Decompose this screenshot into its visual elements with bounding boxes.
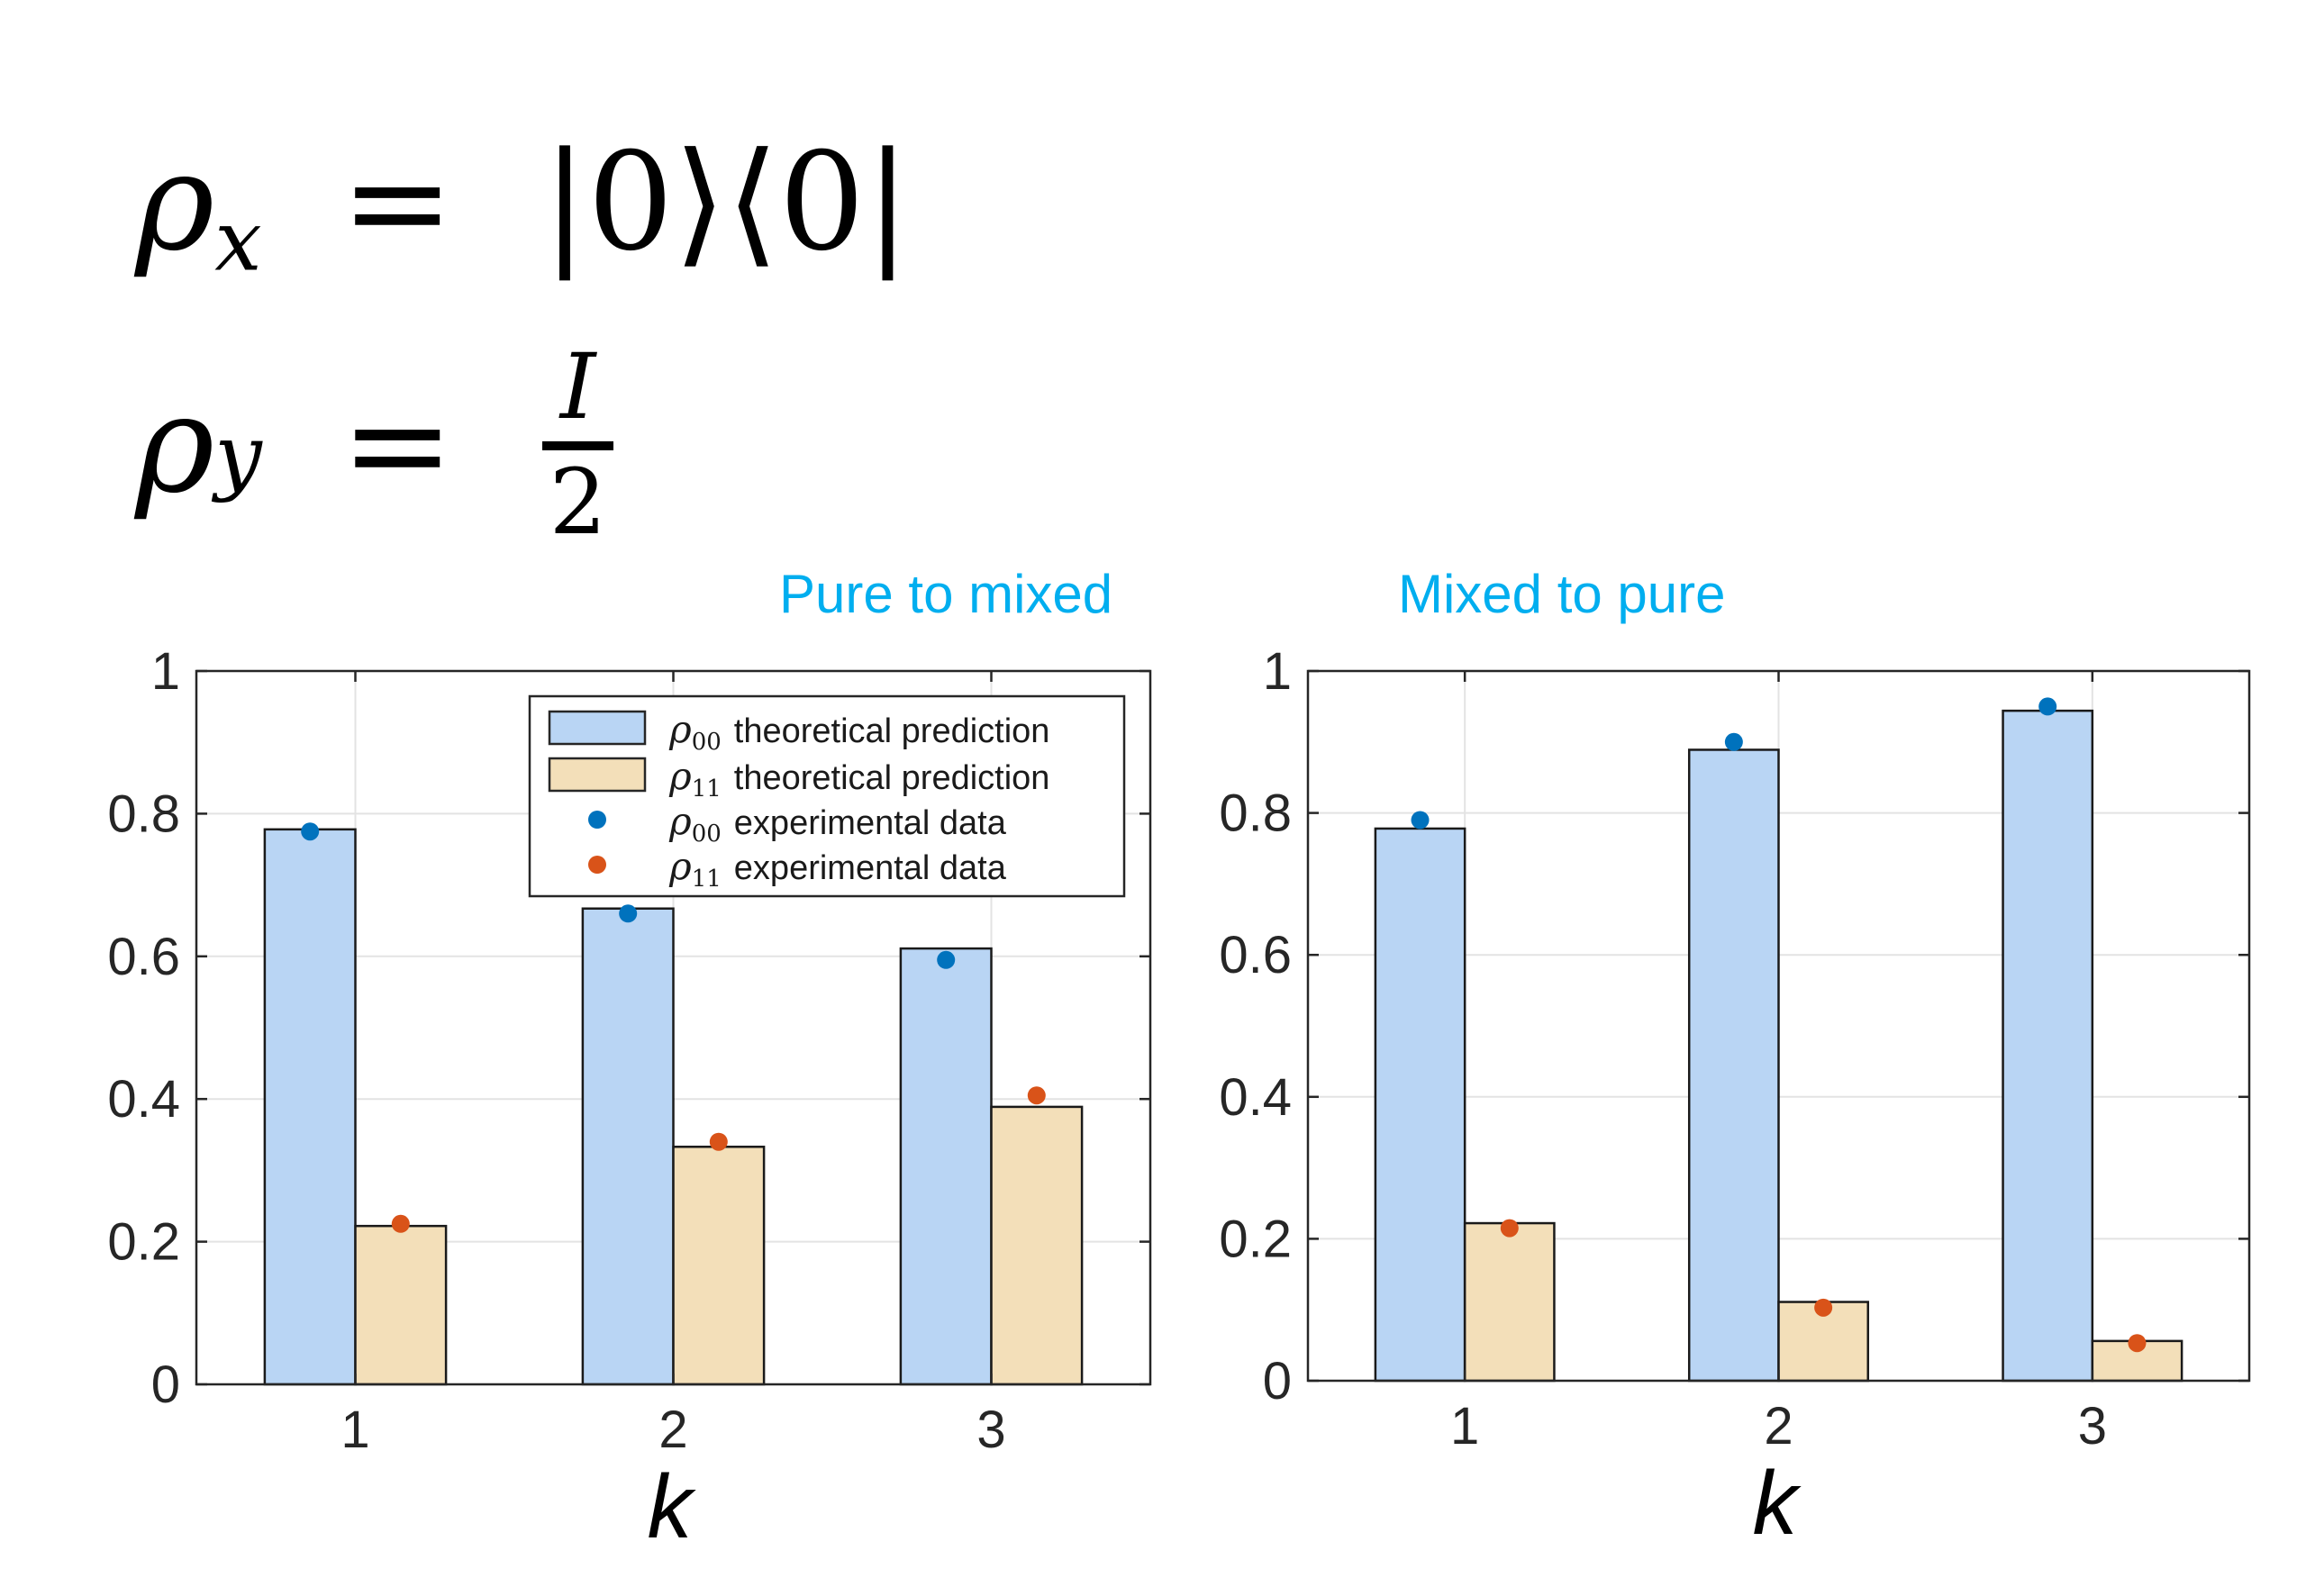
chart1-bar-s2-k2	[672, 1146, 766, 1386]
chart1-bar-s1-k2	[581, 907, 675, 1386]
chart2-ytick-label: 0.8	[1219, 784, 1292, 843]
legend-subscript: 00	[692, 821, 722, 848]
chart1-ytick-label: 0.6	[107, 928, 180, 986]
legend-swatch-1	[548, 710, 647, 746]
legend-text: theoretical prediction	[734, 759, 1050, 797]
chart2-point-s2-k3	[2128, 1334, 2147, 1353]
chart1-bar-s2-k3	[990, 1105, 1084, 1386]
eq2-numerator: I	[559, 334, 596, 440]
legend-swatch-2	[548, 757, 647, 793]
legend-label-1: ρ00 theoretical prediction	[668, 707, 1049, 756]
chart1-point-s1-k2	[619, 904, 638, 923]
eq2-fraction: I 2	[541, 334, 614, 548]
chart2-xtick-label: 1	[1450, 1397, 1479, 1455]
chart1-xtick-label: 1	[340, 1401, 369, 1459]
chart2-xlabel: k	[1753, 1453, 1802, 1554]
chart2-bar-s1-k2	[1687, 748, 1780, 1383]
chart1-bar-s1-k3	[899, 947, 993, 1386]
legend-label-2: ρ11 theoretical prediction	[668, 754, 1049, 803]
legend-label-3: ρ00 experimental data	[668, 799, 1007, 848]
legend-symbol: ρ	[668, 844, 692, 888]
legend-marker-3	[588, 811, 606, 829]
chart1-bar-s1-k1	[263, 828, 357, 1386]
eq2-op: =	[340, 367, 455, 523]
legend-text: experimental data	[734, 849, 1007, 887]
eq2-denominator: 2	[541, 441, 614, 548]
legend-subscript: 00	[692, 729, 722, 756]
chart1-point-s2-k1	[391, 1214, 410, 1233]
legend-symbol: ρ	[668, 799, 692, 843]
chart2-ytick-label: 0.6	[1219, 926, 1292, 984]
chart1-point-s1-k1	[301, 822, 320, 841]
chart2-point-s2-k2	[1814, 1298, 1833, 1317]
chart2-bar-s2-k1	[1463, 1221, 1556, 1383]
eq1-op: =	[340, 124, 455, 281]
chart1-ytick-label: 1	[151, 642, 180, 701]
chart2-ytick-label: 0.2	[1219, 1210, 1292, 1268]
chart1-xtick-label: 2	[658, 1401, 687, 1459]
chart1-ytick-label: 0.4	[107, 1070, 180, 1129]
chart1-point-s1-k3	[937, 950, 956, 969]
chart2-ytick-label: 1	[1263, 642, 1292, 701]
chart-2: 0 0.2 0.4 0.6 0.8 1 1 2 3 k	[1219, 642, 2251, 1554]
legend-subscript: 11	[692, 775, 722, 803]
chart1-ytick-label: 0	[151, 1356, 180, 1414]
chart2-bar-s1-k1	[1374, 827, 1466, 1383]
chart2-point-s1-k1	[1411, 811, 1430, 830]
chart2-ytick-label: 0	[1263, 1352, 1292, 1410]
eq2-lhs: ρ	[135, 367, 215, 523]
eq1-rhs: |0⟩⟨0|	[541, 124, 911, 281]
chart2-bar-s1-k3	[2002, 709, 2094, 1383]
chart1-xtick-label: 3	[976, 1401, 1005, 1459]
eq2-sub: y	[214, 406, 262, 504]
chart1-ytick-label: 0.2	[107, 1213, 180, 1272]
chart2-ytick-label: 0.4	[1219, 1068, 1292, 1127]
chart1-bar-s2-k1	[354, 1224, 448, 1386]
chart2-point-s1-k2	[1724, 732, 1743, 751]
equation-rho-y: ρy = I 2	[135, 334, 614, 548]
eq1-lhs: ρ	[135, 124, 215, 281]
legend-label-4: ρ11 experimental data	[668, 844, 1007, 893]
chart2-point-s1-k3	[2038, 697, 2057, 716]
chart1-ytick-label: 0.8	[107, 784, 180, 843]
equation-rho-x: ρx = |0⟩⟨0|	[135, 135, 911, 283]
chart1-point-s2-k3	[1027, 1086, 1046, 1105]
legend-subscript: 11	[692, 866, 722, 893]
legend-text: experimental data	[734, 804, 1007, 842]
legend-text: theoretical prediction	[734, 712, 1050, 750]
legend-symbol: ρ	[668, 754, 692, 798]
chart2-title: Mixed to pure	[1398, 564, 1726, 624]
chart2-xtick-label: 3	[2078, 1397, 2107, 1455]
chart2-point-s2-k1	[1500, 1219, 1519, 1238]
chart1-point-s2-k2	[709, 1132, 728, 1151]
eq1-sub: x	[214, 192, 262, 290]
chart1-xlabel: k	[648, 1456, 697, 1557]
legend-marker-4	[588, 856, 606, 874]
chart2-xtick-label: 2	[1764, 1397, 1793, 1455]
chart1-title: Pure to mixed	[779, 564, 1113, 624]
legend-symbol: ρ	[668, 707, 692, 751]
